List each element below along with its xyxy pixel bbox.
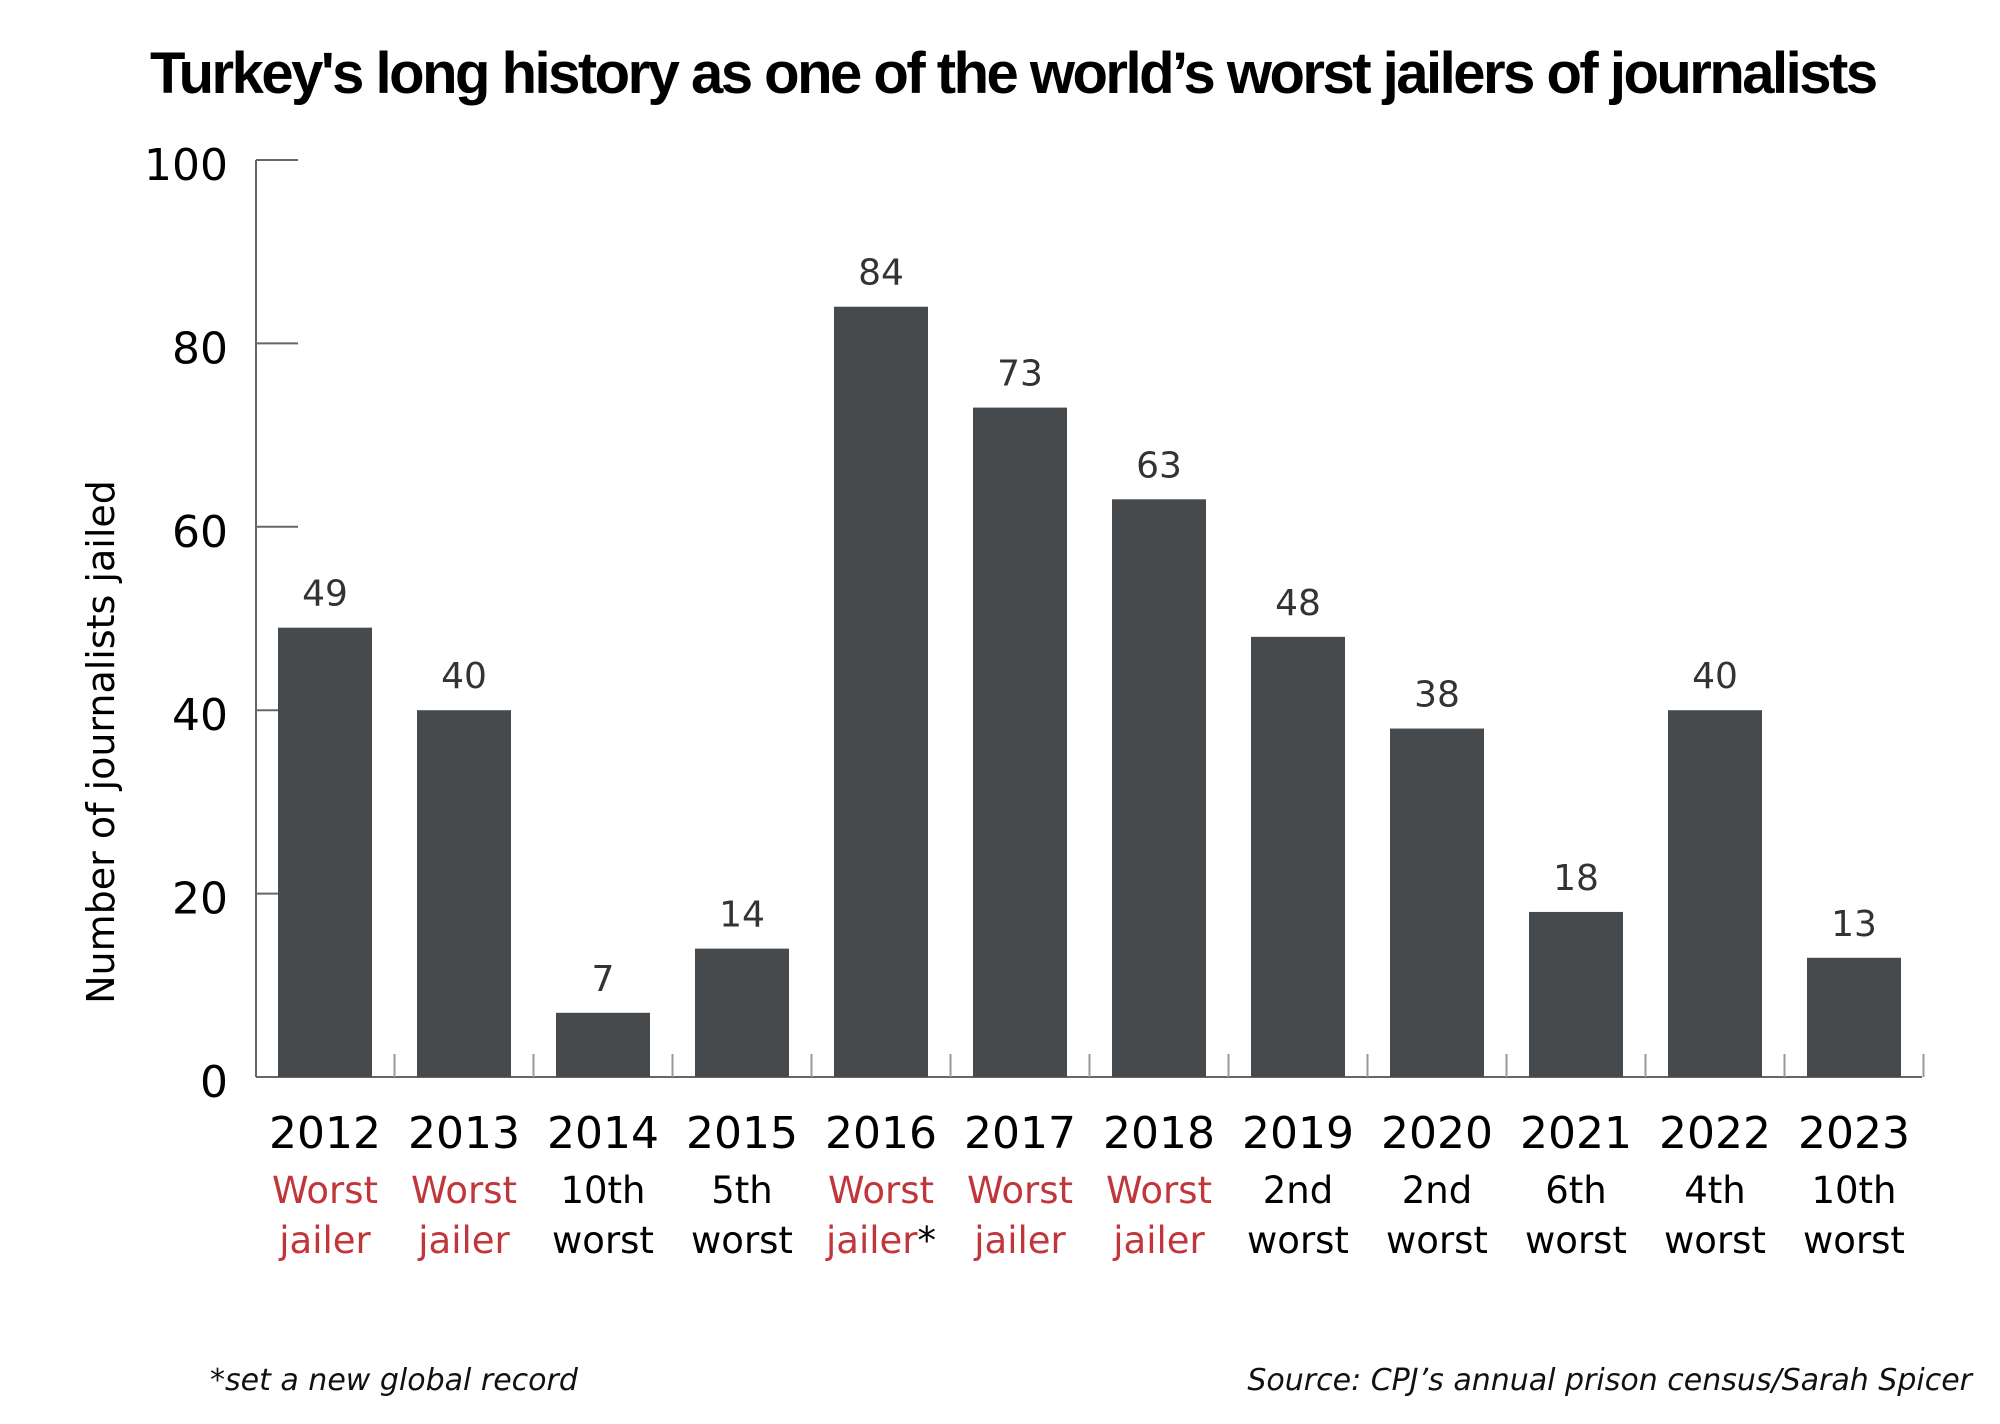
y-tick-label: 0 (200, 1057, 228, 1108)
ranking-line1: Worst (967, 1169, 1073, 1212)
value-label: 14 (719, 895, 765, 936)
bar-2017 (973, 407, 1067, 1078)
x-tick-label: 2022 (1659, 1108, 1771, 1159)
x-tick-label: 2021 (1520, 1108, 1632, 1159)
value-label: 49 (302, 574, 348, 615)
bar-2023 (1807, 957, 1901, 1077)
chart-title: Turkey's long history as one of the worl… (150, 41, 1876, 106)
ranking-line1: Worst (1106, 1169, 1212, 1212)
bar-2020 (1390, 728, 1484, 1077)
ranking-line2: worst (691, 1219, 793, 1262)
y-tick-label: 100 (144, 140, 228, 191)
value-label: 84 (858, 253, 904, 294)
ranking-line1: 5th (711, 1169, 773, 1212)
ranking-line2: jailer* (825, 1219, 936, 1262)
bar-2021 (1529, 911, 1623, 1077)
asterisk: * (918, 1219, 937, 1262)
value-label: 63 (1136, 445, 1182, 486)
bar-2022 (1668, 710, 1762, 1077)
bar-2013 (417, 710, 511, 1077)
bar-2019 (1251, 636, 1345, 1077)
value-label: 18 (1553, 858, 1599, 899)
y-axis-label: Number of journalists jailed (79, 480, 123, 1004)
bar-2016 (834, 306, 928, 1078)
ranking-line1: 10th (560, 1169, 645, 1212)
value-label: 73 (997, 354, 1043, 395)
ranking-line1: 4th (1684, 1169, 1746, 1212)
ranking-line2: worst (1803, 1219, 1905, 1262)
ranking-line2: jailer (417, 1219, 510, 1262)
ranking-line1: Worst (272, 1169, 378, 1212)
value-label: 13 (1831, 904, 1877, 945)
bar-2012 (278, 627, 372, 1077)
ranking-line1: 10th (1811, 1169, 1896, 1212)
x-tick-label: 2016 (825, 1108, 937, 1159)
ranking-line1: Worst (411, 1169, 517, 1212)
ranking-line1: 2nd (1402, 1169, 1472, 1212)
x-tick-label: 2015 (686, 1108, 798, 1159)
ranking-line1: 6th (1545, 1169, 1607, 1212)
ranking-line2: jailer (973, 1219, 1066, 1262)
ranking-line2: jailer (278, 1219, 371, 1262)
y-tick-label: 20 (172, 874, 228, 925)
ranking-line2: worst (1247, 1219, 1349, 1262)
axes: 0 20 40 60 80 100 (144, 140, 1925, 1108)
bars: 49 40 7 14 84 73 63 48 38 18 40 13 (278, 253, 1901, 1078)
bar-2018 (1112, 499, 1206, 1077)
x-tick-label: 2023 (1798, 1108, 1910, 1159)
x-tick-label: 2012 (269, 1108, 381, 1159)
value-label: 48 (1275, 583, 1321, 624)
value-label: 7 (592, 959, 615, 1000)
value-label: 38 (1414, 675, 1460, 716)
x-tick-label: 2018 (1103, 1108, 1215, 1159)
footnote: *set a new global record (210, 1363, 579, 1398)
x-tick-label: 2013 (408, 1108, 520, 1159)
value-label: 40 (441, 656, 487, 697)
y-tick-label: 80 (172, 323, 228, 374)
source-credit: Source: CPJ’s annual prison census/Sarah… (1247, 1363, 1973, 1398)
ranking-line2: worst (1386, 1219, 1488, 1262)
x-tick-label: 2020 (1381, 1108, 1493, 1159)
x-axis-labels: 2012 Worst jailer 2013 Worst jailer 2014 10th wo… (269, 1108, 1910, 1262)
y-tick-label: 60 (172, 507, 228, 558)
ranking-line1: Worst (828, 1169, 934, 1212)
x-tick-label: 2017 (964, 1108, 1076, 1159)
ranking-line2: jailer (1112, 1219, 1205, 1262)
ranking-line2: worst (552, 1219, 654, 1262)
value-label: 40 (1692, 656, 1738, 697)
ranking-line2: worst (1525, 1219, 1627, 1262)
bar-2015 (695, 948, 789, 1077)
ranking-line2: worst (1664, 1219, 1766, 1262)
x-tick-label: 2014 (547, 1108, 659, 1159)
bar-2014 (556, 1012, 650, 1077)
ranking-line1: 2nd (1263, 1169, 1333, 1212)
y-tick-label: 40 (172, 690, 228, 741)
x-tick-label: 2019 (1242, 1108, 1354, 1159)
